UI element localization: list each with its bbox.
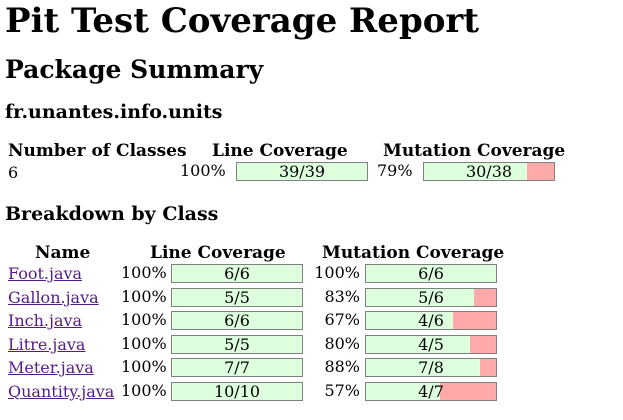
mutation-coverage-percent: 80% <box>324 334 360 353</box>
line-coverage-ratio: 5/5 <box>224 335 250 354</box>
line-coverage-percent: 100% <box>121 334 167 353</box>
mutation-coverage-bar-fill <box>366 359 480 376</box>
mutation-coverage-ratio: 4/5 <box>418 335 444 354</box>
mutation-coverage-bar: 7/8 <box>365 358 497 377</box>
line-coverage-ratio: 6/6 <box>224 264 250 283</box>
mutation-coverage-bar: 5/6 <box>365 288 497 307</box>
line-coverage-bar: 5/5 <box>171 288 303 307</box>
mutation-coverage-ratio: 7/8 <box>418 358 444 377</box>
summary-header-classes: Number of Classes <box>8 141 187 161</box>
summary-mutation-percent: 79% <box>377 161 413 180</box>
breakdown-header-name: Name <box>35 243 91 263</box>
summary-line-bar: 39/39 <box>236 162 368 181</box>
mutation-coverage-percent: 57% <box>324 381 360 400</box>
line-coverage-bar-fill <box>172 383 302 400</box>
mutation-coverage-bar-fill <box>366 265 496 282</box>
mutation-coverage-bar: 6/6 <box>365 264 497 283</box>
mutation-coverage-ratio: 5/6 <box>418 288 444 307</box>
mutation-coverage-ratio: 4/6 <box>418 311 444 330</box>
line-coverage-ratio: 10/10 <box>213 382 261 401</box>
line-coverage-ratio: 6/6 <box>224 311 250 330</box>
summary-classes-count: 6 <box>8 163 19 182</box>
line-coverage-bar-fill <box>172 312 302 329</box>
line-coverage-bar: 6/6 <box>171 311 303 330</box>
line-coverage-bar-fill <box>172 336 302 353</box>
line-coverage-percent: 100% <box>121 357 167 376</box>
summary-line-bar-fill <box>237 163 367 180</box>
line-coverage-bar: 5/5 <box>171 335 303 354</box>
summary-header-line: Line Coverage <box>212 141 348 161</box>
breakdown-header-mutation: Mutation Coverage <box>322 243 505 263</box>
class-link[interactable]: Gallon.java <box>8 288 99 307</box>
mutation-coverage-bar-fill <box>366 312 453 329</box>
page-title: Pit Test Coverage Report <box>5 1 480 41</box>
class-link[interactable]: Inch.java <box>8 311 83 330</box>
line-coverage-percent: 100% <box>121 310 167 329</box>
line-coverage-percent: 100% <box>121 381 167 400</box>
mutation-coverage-bar: 4/7 <box>365 382 497 401</box>
mutation-coverage-percent: 100% <box>314 263 360 282</box>
breakdown-heading: Breakdown by Class <box>5 203 219 225</box>
package-summary-heading: Package Summary <box>5 55 264 84</box>
mutation-coverage-percent: 67% <box>324 310 360 329</box>
summary-line-ratio: 39/39 <box>278 162 326 181</box>
summary-mutation-ratio: 30/38 <box>465 162 513 181</box>
mutation-coverage-bar-fill <box>366 383 441 400</box>
class-link[interactable]: Meter.java <box>8 358 94 377</box>
mutation-coverage-bar-fill <box>366 289 475 306</box>
line-coverage-bar: 10/10 <box>171 382 303 401</box>
package-name: fr.unantes.info.units <box>5 101 223 123</box>
mutation-coverage-percent: 83% <box>324 287 360 306</box>
line-coverage-bar-fill <box>172 265 302 282</box>
summary-mutation-bar: 30/38 <box>423 162 555 181</box>
class-link[interactable]: Quantity.java <box>8 382 115 401</box>
line-coverage-percent: 100% <box>121 287 167 306</box>
mutation-coverage-bar-fill <box>366 336 470 353</box>
class-link[interactable]: Foot.java <box>8 264 83 283</box>
line-coverage-ratio: 5/5 <box>224 288 250 307</box>
mutation-coverage-ratio: 4/7 <box>418 382 444 401</box>
summary-line-percent: 100% <box>180 161 226 180</box>
summary-header-mutation: Mutation Coverage <box>383 141 566 161</box>
mutation-coverage-percent: 88% <box>324 357 360 376</box>
mutation-coverage-ratio: 6/6 <box>418 264 444 283</box>
line-coverage-bar: 7/7 <box>171 358 303 377</box>
line-coverage-ratio: 7/7 <box>224 358 250 377</box>
mutation-coverage-bar: 4/5 <box>365 335 497 354</box>
summary-mutation-bar-fill <box>424 163 527 180</box>
line-coverage-bar-fill <box>172 359 302 376</box>
line-coverage-bar-fill <box>172 289 302 306</box>
mutation-coverage-bar: 4/6 <box>365 311 497 330</box>
line-coverage-percent: 100% <box>121 263 167 282</box>
line-coverage-bar: 6/6 <box>171 264 303 283</box>
class-link[interactable]: Litre.java <box>8 335 86 354</box>
breakdown-header-line: Line Coverage <box>150 243 286 263</box>
